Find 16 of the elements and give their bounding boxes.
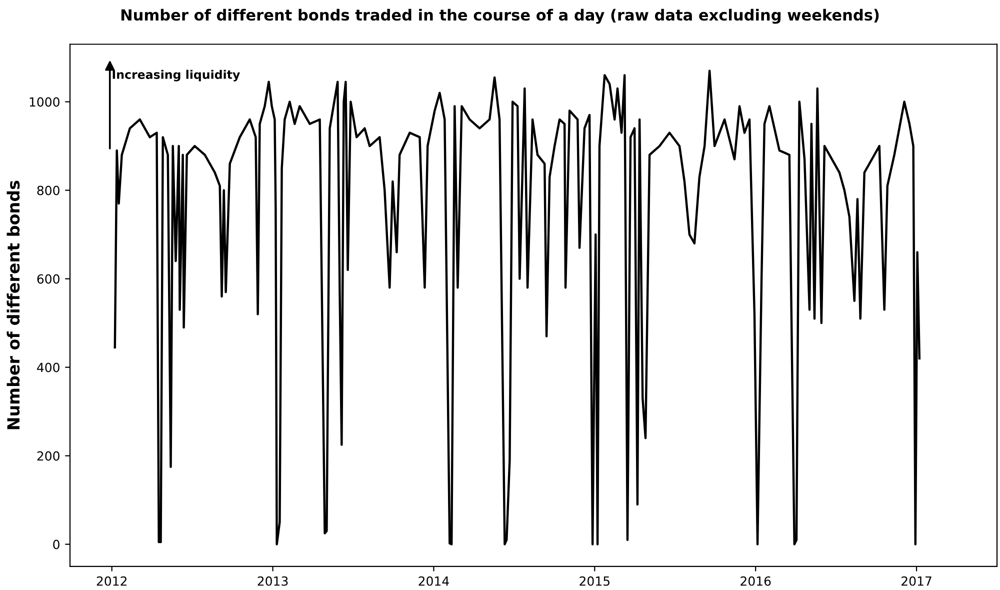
x-tick-label: 2012 xyxy=(96,576,126,586)
annotation: Increasing liquidity xyxy=(112,70,240,82)
chart-title: Number of different bonds traded in the course of a day (raw data excluding weekends) xyxy=(121,8,879,24)
line-series xyxy=(114,70,921,546)
y-tick-label: 0 xyxy=(53,540,60,550)
y-tick-label: 600 xyxy=(37,274,60,284)
x-tick-label: 2015 xyxy=(580,576,610,586)
x-tick-label: 2013 xyxy=(258,576,288,586)
y-tick-label: 400 xyxy=(37,362,60,372)
y-tick-label: 800 xyxy=(37,186,60,196)
y-tick-label: 200 xyxy=(37,451,60,461)
x-tick-label: 2017 xyxy=(902,576,932,586)
y-axis-title: Number of different bonds xyxy=(6,180,20,430)
x-tick-label: 2014 xyxy=(418,576,449,586)
y-tick-label: 1000 xyxy=(30,97,60,107)
x-tick-label: 2016 xyxy=(740,576,771,586)
